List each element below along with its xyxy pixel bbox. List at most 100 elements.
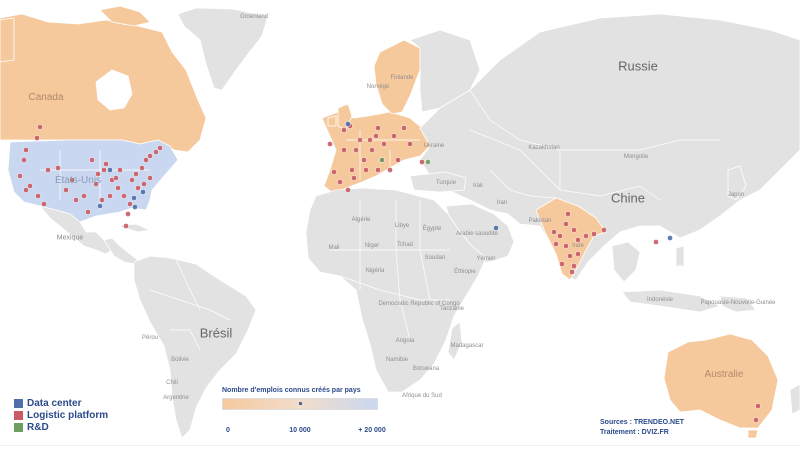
data-center-point [345,121,351,127]
rnd-swatch [14,423,23,432]
landmass-madagascar [447,321,463,361]
logistic-platform-point [37,124,43,130]
landmass-turkey [409,171,467,193]
marker-legend: Data center Logistic platform R&D [14,398,108,434]
logistic-platform-point [571,227,577,233]
processing-line: Traitement : DVIZ.FR [600,429,669,436]
data-center-point [140,189,146,195]
logistic-platform-point [133,171,139,177]
logistic-platform-point [327,141,333,147]
landmass-eurasia-grey [419,13,800,281]
color-scale-tick-0: 0 [226,427,230,434]
data-center-point [131,195,137,201]
logistic-platform-point [373,133,379,139]
landmass-india [535,197,607,281]
logistic-platform-point [69,177,75,183]
country-border [559,150,661,201]
logistic-platform-point [567,253,573,259]
logistic-platform-point [103,161,109,167]
logistic-platform-point [361,157,367,163]
landmass-africa [305,187,487,393]
landmass-south-america [133,255,257,439]
logistic-platform-point [63,187,69,193]
logistic-platform-point [23,187,29,193]
legend-label-rnd: R&D [27,422,49,433]
country-border [469,89,720,151]
country-border [395,200,411,341]
color-scale-legend: Nombre d'emplois connus créés par pays 0… [222,387,386,434]
logistic-platform-point [591,231,597,237]
logistic-platform-point [387,167,393,173]
logistic-platform-point [551,229,557,235]
data-center-point [107,167,113,173]
landmass-philippines [675,245,685,267]
color-scale-tick-20000: + 20 000 [358,427,386,434]
rnd-point [425,159,431,165]
landmass-hudson-bay [95,69,133,111]
data-center-point [132,204,138,210]
logistic-platform-point [157,145,163,151]
logistic-platform-point [381,141,387,147]
logistic-platform-point [123,223,129,229]
landmass-finland-russia-west [409,29,481,113]
logistic-platform-point [153,149,159,155]
color-scale-tick-10000: 10 000 [289,427,311,434]
logistic-platform-point [583,233,589,239]
logistic-platform-point [34,135,40,141]
landmass-europe [321,111,431,195]
landmass-canada-arctic-isles [99,5,151,27]
logistic-platform-point [93,181,99,187]
logistic-platform-point [341,127,347,133]
logistic-platform-point [369,147,375,153]
logistic-platform-point [565,211,571,217]
logistic-platform-point [143,157,149,163]
logistic-platform-point [81,193,87,199]
logistic-platform-point [101,167,107,173]
logistic-platform-point [125,211,131,217]
data-center-point [493,225,499,231]
logistic-platform-point [557,233,563,239]
logistic-platform-point [45,167,51,173]
country-border [419,200,431,301]
logistic-platform-point [553,241,559,247]
logistic-platform-point [141,181,147,187]
country-border [149,289,231,321]
logistic-platform-point [569,269,575,275]
data-center-swatch [14,399,23,408]
logistic-platform-point [23,147,29,153]
landmass-central-america [103,237,139,265]
logistic-platform-point [559,261,565,267]
logistic-platform-point [121,193,127,199]
logistic-platform-point [563,243,569,249]
logistic-platform-point [115,185,121,191]
rnd-point [379,157,385,163]
landmass-tasmania [747,429,759,439]
landmass-greenland [177,7,269,91]
logistic-platform-point [407,141,413,147]
logistic-platform-point [85,209,91,215]
logistic-platform-point [113,175,119,181]
landmass-australia [663,333,779,429]
logistic-platform-point [107,193,113,199]
logistic-platform-point [419,159,425,165]
legend-item-logistic-platform: Logistic platform [14,410,108,421]
logistic-platform-point [357,137,363,143]
landmass-se-asia [611,241,641,283]
logistic-platform-point [127,201,133,207]
legend-label-data-center: Data center [27,398,82,409]
landmass-usa [7,139,179,223]
logistic-platform-point [375,125,381,131]
color-scale-title: Nombre d'emplois connus créés par pays [222,387,361,394]
legend-label-logistic-platform: Logistic platform [27,410,109,421]
logistic-platform-point [563,221,569,227]
country-border [170,329,201,351]
logistic-platform-point [337,179,343,185]
logistic-platform-point [147,153,153,159]
landmass-cuba [117,223,151,233]
country-border [469,129,561,191]
logistic-platform-point [55,165,61,171]
logistic-platform-swatch [14,411,23,420]
legend-item-rnd: R&D [14,422,108,433]
logistic-platform-point [349,167,355,173]
